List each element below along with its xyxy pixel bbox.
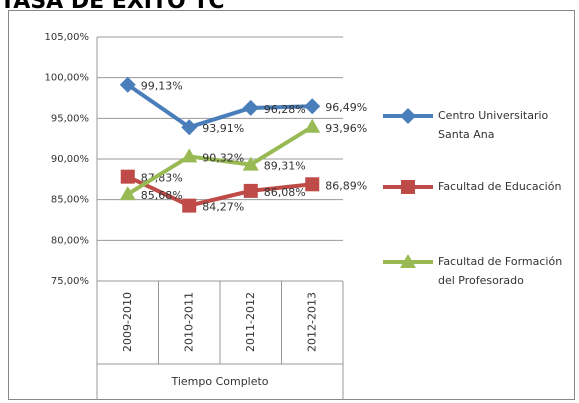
- series-line: [126, 125, 314, 196]
- marker: [243, 183, 258, 198]
- y-tick-label: 90,00%: [51, 154, 89, 165]
- legend-label: Facultad de Educación: [438, 180, 562, 193]
- y-tick-label: 80,00%: [51, 235, 89, 246]
- data-label: 86,89%: [325, 179, 367, 192]
- marker: [401, 180, 415, 194]
- x-tick-label: 2011-2012: [244, 292, 257, 352]
- marker: [305, 177, 320, 192]
- x-tick-label: 2009-2010: [121, 292, 134, 352]
- marker: [304, 118, 321, 133]
- chart-frame: [8, 10, 575, 400]
- data-label: 96,28%: [264, 103, 306, 116]
- legend-label: Centro Universitario Santa Ana: [438, 109, 549, 141]
- data-label: 90,32%: [202, 151, 244, 164]
- chart-title: TASA DE EXITO TC: [0, 0, 225, 14]
- marker: [181, 148, 198, 163]
- data-label: 89,31%: [264, 160, 306, 173]
- marker: [182, 198, 197, 213]
- data-label: 86,08%: [264, 186, 306, 199]
- data-label: 96,49%: [325, 101, 367, 114]
- series-line: [126, 174, 313, 208]
- data-label: 99,13%: [141, 80, 183, 93]
- marker: [119, 76, 136, 93]
- x-tick-label: 2012-2013: [305, 292, 318, 352]
- marker: [304, 98, 321, 115]
- marker: [242, 99, 259, 116]
- marker: [400, 254, 416, 268]
- y-tick-label: 95,00%: [51, 113, 89, 124]
- y-tick-label: 85,00%: [51, 195, 89, 206]
- legend-label: Facultad de Formación del Profesorado: [438, 255, 563, 287]
- marker: [242, 156, 259, 171]
- y-tick-label: 75,00%: [51, 276, 89, 287]
- data-label: 84,27%: [202, 201, 244, 214]
- marker: [400, 108, 416, 124]
- data-label: 93,91%: [202, 122, 244, 135]
- x-group-label: Tiempo Completo: [170, 375, 268, 388]
- y-tick-label: 100,00%: [45, 73, 90, 84]
- series-line: [126, 83, 313, 130]
- data-label: 93,96%: [325, 122, 367, 135]
- marker: [181, 119, 198, 136]
- y-tick-label: 105,00%: [45, 32, 90, 43]
- marker: [119, 186, 136, 201]
- x-tick-label: 2010-2011: [182, 292, 195, 352]
- data-label: 85,68%: [141, 189, 183, 202]
- marker: [120, 169, 135, 184]
